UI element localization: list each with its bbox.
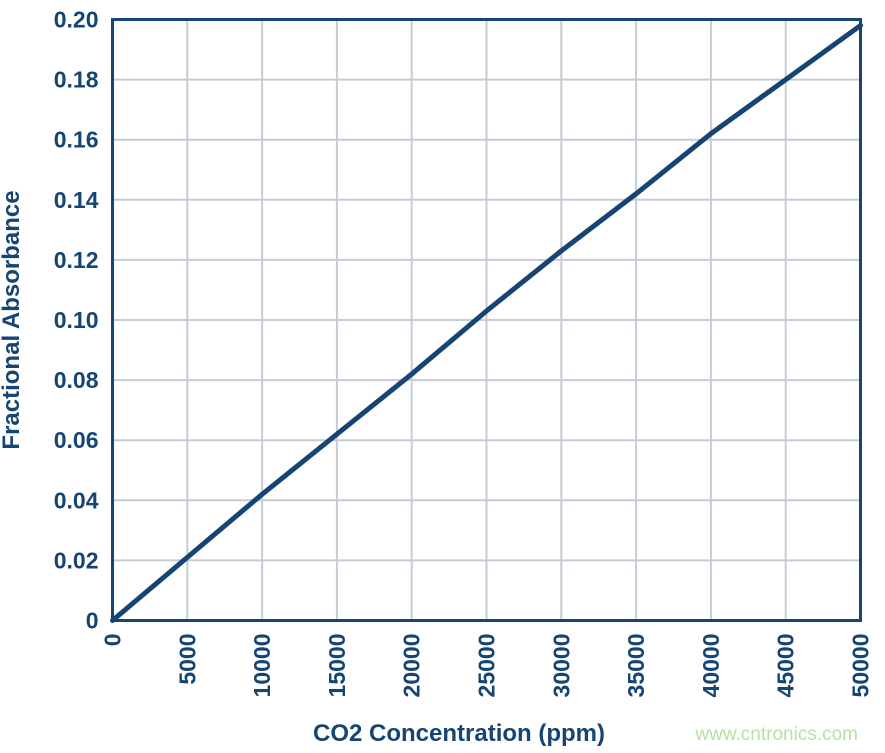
y-tick-label: 0.02: [54, 547, 99, 573]
y-tick-label: 0.20: [54, 7, 99, 33]
x-tick-label: 15000: [324, 634, 350, 698]
y-tick-label: 0.18: [54, 67, 99, 93]
y-tick-label: 0.10: [54, 307, 99, 333]
plot-border: [111, 18, 862, 622]
x-axis-title: CO2 Concentration (ppm): [313, 720, 605, 747]
y-tick-label: 0.04: [54, 487, 99, 513]
y-axis-tick-labels: 0 0.02 0.04 0.06 0.08 0.10 0.12 0.14 0.16 0.18 0.2…: [54, 7, 99, 634]
x-tick-label: 45000: [773, 634, 799, 698]
y-tick-label: 0.12: [54, 247, 99, 273]
data-series: [110, 23, 863, 623]
x-tick-label: 25000: [474, 634, 500, 698]
y-axis-title: Fractional Absorbance: [0, 190, 25, 449]
x-tick-label: 50000: [848, 634, 874, 698]
gridlines: [112, 19, 861, 621]
y-tick-label: 0.08: [54, 367, 99, 393]
y-tick-label: 0.16: [54, 127, 99, 153]
x-tick-label: 0: [100, 634, 126, 647]
absorbance-line: [110, 23, 863, 623]
x-tick-label: 35000: [623, 634, 649, 698]
watermark: www.cntronics.com: [694, 724, 858, 745]
x-tick-label: 5000: [174, 634, 200, 685]
y-tick-label: 0.14: [54, 187, 99, 213]
y-tick-label: 0: [86, 608, 99, 634]
x-tick-label: 20000: [399, 634, 425, 698]
x-tick-label: 40000: [698, 634, 724, 698]
x-tick-label: 10000: [249, 634, 275, 698]
x-axis-tick-labels: 0 5000 10000 15000 20000 25000 30000 35000 40000…: [100, 634, 874, 698]
y-tick-label: 0.06: [54, 427, 99, 453]
x-tick-label: 30000: [548, 634, 574, 698]
